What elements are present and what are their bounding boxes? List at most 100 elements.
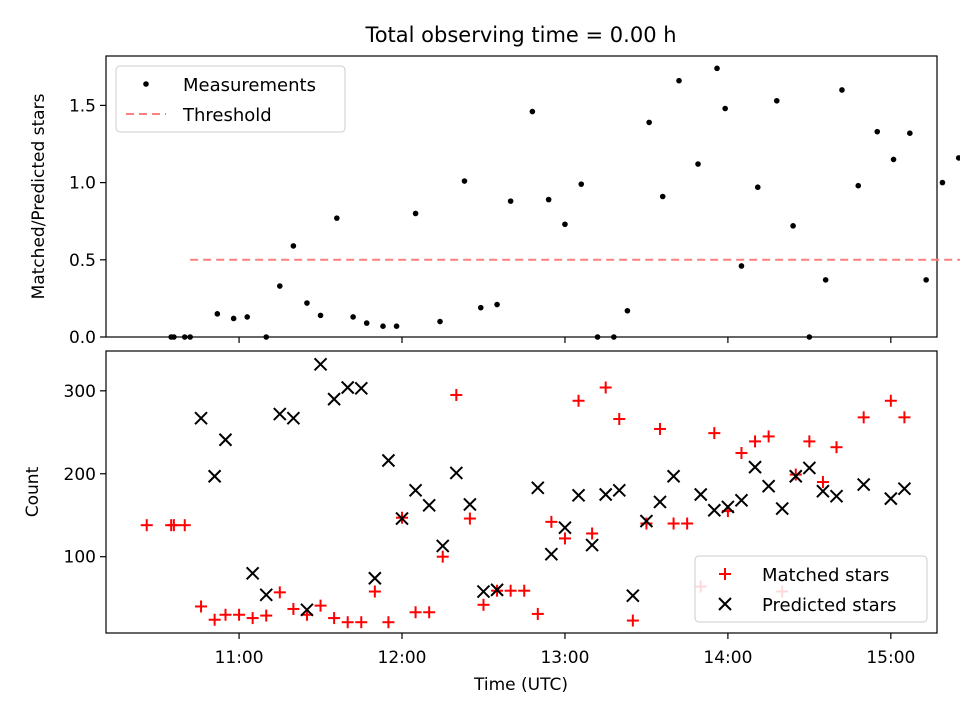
matched-star-point bbox=[803, 435, 816, 448]
predicted-star-point bbox=[273, 407, 287, 421]
measurement-point bbox=[754, 184, 761, 191]
predicted-star-point bbox=[707, 503, 722, 517]
measurement-point bbox=[181, 334, 188, 340]
predicted-star-point bbox=[639, 514, 654, 528]
legend-box bbox=[115, 65, 346, 133]
x-tick-label: 13:00 bbox=[540, 648, 589, 668]
matched-star-point bbox=[368, 585, 381, 598]
predicted-star-point bbox=[207, 469, 222, 483]
predicted-star-point bbox=[802, 461, 817, 475]
predicted-star-point bbox=[653, 495, 667, 509]
predicted-star-point bbox=[327, 392, 341, 406]
measurement-point bbox=[722, 105, 728, 112]
matched-star-point bbox=[273, 586, 286, 599]
x-tick-label: 11:00 bbox=[215, 648, 264, 668]
measurement-point bbox=[822, 277, 829, 283]
measurement-point bbox=[874, 128, 881, 135]
measurement-point bbox=[350, 314, 356, 320]
predicted-star-point bbox=[544, 547, 559, 561]
y-tick-label: 300 bbox=[64, 382, 96, 402]
predicted-star-point bbox=[490, 583, 504, 597]
predicted-star-point bbox=[884, 491, 898, 506]
predicted-star-point bbox=[286, 411, 301, 425]
bottom-panel-counts: 100 200 300 11:00 12:00 13:00 14:00 15:00 Count M… bbox=[23, 350, 938, 668]
matched-star-point bbox=[140, 519, 153, 532]
predicted-star-point bbox=[775, 501, 789, 516]
matched-star-point bbox=[599, 381, 612, 394]
measurement-point bbox=[790, 223, 796, 229]
predicted-star-point bbox=[612, 483, 626, 498]
measurement-point bbox=[806, 334, 813, 340]
y-tick-label: 0.5 bbox=[69, 251, 96, 271]
predicted-star-point bbox=[598, 487, 613, 502]
matched-star-point bbox=[477, 598, 490, 611]
matched-star-point bbox=[830, 441, 843, 454]
measurement-point bbox=[939, 179, 946, 186]
predicted-star-point bbox=[436, 539, 450, 553]
matched-star-point bbox=[450, 388, 463, 401]
predicted-star-point bbox=[748, 460, 762, 474]
measurement-point bbox=[393, 323, 400, 329]
matched-star-point bbox=[518, 584, 531, 597]
y-tick-label: 0.0 bbox=[69, 328, 96, 348]
legend: Matched stars Predicted stars bbox=[694, 555, 928, 623]
predicted-star-point bbox=[816, 484, 830, 498]
predicted-star-point bbox=[340, 380, 355, 395]
measurement-point bbox=[477, 304, 484, 311]
measurement-point bbox=[380, 323, 386, 329]
measurement-point bbox=[363, 320, 370, 326]
predicted-star-point bbox=[558, 520, 572, 535]
matched-star-point bbox=[246, 612, 259, 625]
matched-star-point bbox=[708, 427, 721, 440]
matched-star-point bbox=[613, 413, 626, 426]
legend-label: Predicted stars bbox=[762, 595, 896, 616]
legend-label: Measurements bbox=[183, 75, 316, 96]
x-tick-label: 14:00 bbox=[703, 648, 752, 668]
matched-star-point bbox=[167, 519, 180, 532]
legend-swatch bbox=[718, 597, 732, 611]
measurement-point bbox=[578, 181, 585, 187]
predicted-star-point bbox=[245, 566, 260, 580]
matched-star-point bbox=[558, 532, 571, 545]
measurement-point bbox=[461, 178, 468, 184]
measurement-point bbox=[646, 119, 652, 126]
legend-swatch bbox=[143, 81, 149, 87]
matched-star-point bbox=[195, 600, 208, 613]
measurement-point bbox=[244, 314, 251, 320]
measurement-point bbox=[611, 334, 617, 340]
y-axis-label: Matched/Predicted stars bbox=[29, 93, 49, 299]
matched-star-point bbox=[572, 394, 585, 407]
axes-frame bbox=[105, 350, 938, 634]
y-tick-label: 1.5 bbox=[69, 96, 96, 116]
legend-entry: Predicted stars bbox=[718, 595, 896, 616]
measurement-point bbox=[507, 198, 514, 204]
matched-star-point bbox=[586, 527, 599, 540]
matched-star-point bbox=[898, 411, 911, 424]
predicted-star-point bbox=[761, 479, 776, 493]
measurement-point bbox=[545, 196, 552, 203]
measurement-point bbox=[695, 161, 701, 167]
matched-star-point bbox=[735, 447, 748, 460]
axes-frame bbox=[105, 55, 938, 338]
x-tick-label: 12:00 bbox=[378, 648, 427, 668]
measurement-point bbox=[412, 210, 419, 217]
measurement-point bbox=[214, 311, 221, 317]
measurement-point bbox=[187, 334, 193, 340]
matched-star-point bbox=[287, 602, 300, 615]
matched-star-point bbox=[816, 476, 829, 489]
measurement-point bbox=[738, 263, 745, 269]
legend-entry: Threshold bbox=[126, 105, 272, 126]
matched-star-point bbox=[531, 607, 544, 620]
predicted-star-point bbox=[694, 487, 708, 502]
predicted-star-point bbox=[300, 603, 314, 617]
matched-star-point bbox=[260, 609, 273, 622]
matched-star-point bbox=[355, 616, 368, 629]
matched-star-point bbox=[504, 584, 517, 597]
predicted-star-point bbox=[194, 411, 208, 425]
predicted-star-point bbox=[476, 584, 491, 599]
predicted-star-point bbox=[571, 488, 586, 503]
legend-box bbox=[694, 555, 928, 623]
measurement-point bbox=[304, 300, 310, 306]
predicted-star-point bbox=[734, 493, 749, 508]
legend-entry: Measurements bbox=[143, 75, 316, 96]
